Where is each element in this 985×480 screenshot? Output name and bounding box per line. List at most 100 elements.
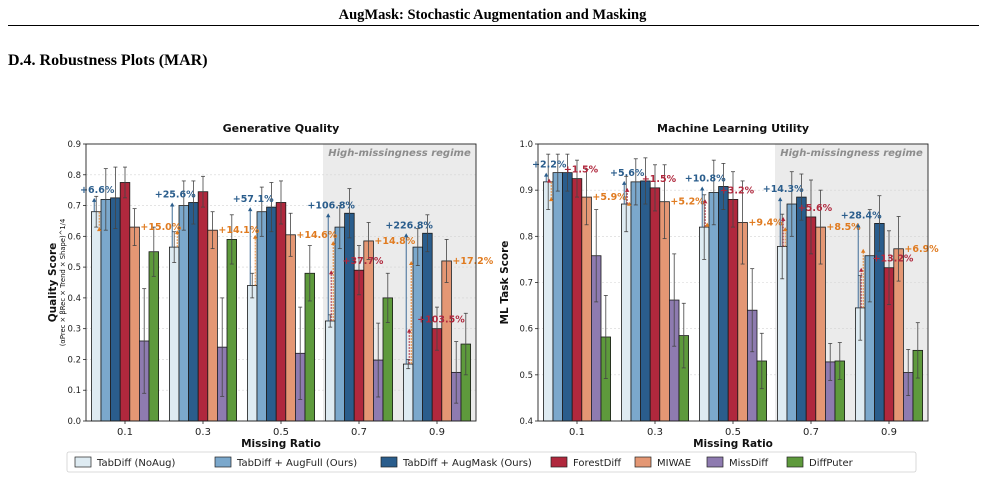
x-tick-label: 0.9 (429, 427, 445, 438)
bar (119, 182, 131, 422)
y-tick-label: 0.1 (67, 386, 81, 396)
gain-label-red: +1.5% (564, 165, 599, 176)
bar (562, 172, 573, 422)
y-tick-label: 0.5 (67, 263, 81, 273)
gain-arrowhead-orange (549, 197, 554, 202)
gain-label-red: +5.6% (798, 203, 833, 214)
bar (188, 202, 199, 422)
gain-arrowhead-orange (253, 234, 258, 239)
gain-label-red: +3.2% (720, 185, 755, 196)
bar (91, 211, 102, 422)
bar (285, 234, 296, 422)
y-tick-label: 0.5 (519, 371, 533, 381)
gain-label-orange: +14.6% (296, 230, 337, 241)
x-tick-label: 0.1 (569, 427, 585, 438)
robustness-figure: High-missingness regime +6.6% +15.0% +25.6%… (47, 122, 939, 473)
y-tick-label: 0.6 (67, 232, 81, 242)
y-tick-label: 0.4 (519, 417, 533, 427)
bar (178, 205, 190, 422)
gain-label-blue: +25.6% (155, 189, 196, 200)
y-tick-label: 0.3 (67, 325, 81, 335)
bar (630, 181, 642, 422)
gain-arrowhead-red (781, 216, 786, 221)
legend-label: DiffPuter (809, 458, 854, 469)
bar (256, 211, 268, 422)
gain-label-blue: +10.8% (685, 173, 726, 184)
gain-arrowhead-orange (331, 240, 336, 245)
legend-swatch (380, 456, 398, 468)
gain-label-blue: +5.6% (610, 168, 645, 179)
x-tick-label: 0.3 (647, 427, 663, 438)
bar (718, 186, 729, 422)
y-tick-label: 0.7 (67, 202, 81, 212)
bar (324, 320, 336, 422)
gain-label-blue: +106.8% (307, 200, 355, 211)
gain-arrowhead-blue (326, 213, 331, 218)
gain-label-red: +1.5% (642, 174, 677, 185)
y-axis-sublabel: (αPrec × βRec × Trend × Shape)^1/4 (59, 219, 67, 347)
legend-label: TabDiff (NoAug) (96, 458, 176, 469)
bar (148, 251, 160, 422)
gain-arrowhead-blue (856, 223, 861, 228)
bar (796, 196, 807, 422)
legend-swatch (550, 456, 568, 468)
legend-swatch (706, 456, 724, 468)
y-tick-label: 0.0 (67, 417, 81, 427)
bar (110, 197, 121, 422)
x-axis-label: Missing Ratio (693, 438, 773, 450)
gain-arrowhead-red (407, 328, 412, 333)
legend-label: TabDiff + AugMask (Ours) (402, 458, 532, 469)
bar (640, 180, 651, 422)
chart-title: Machine Learning Utility (657, 122, 809, 135)
gain-label-orange: +17.2% (452, 256, 493, 267)
chart-title: Generative Quality (223, 122, 340, 135)
legend-label: MissDiff (729, 458, 769, 469)
legend-swatch (214, 456, 232, 468)
gain-arrowhead-orange (705, 222, 710, 227)
y-tick-label: 0.8 (67, 171, 81, 181)
gain-label-blue: +14.3% (763, 184, 804, 195)
gain-label-orange: +9.4% (748, 217, 783, 228)
legend-label: MIWAE (657, 458, 691, 469)
bar (708, 192, 720, 422)
legend-box (66, 451, 917, 473)
gain-arrowhead-orange (409, 260, 414, 265)
bar (129, 226, 140, 422)
x-tick-label: 0.3 (195, 427, 211, 438)
bar (621, 203, 632, 422)
x-tick-label: 0.7 (351, 427, 367, 438)
gain-arrowhead-red (703, 199, 708, 204)
bar (197, 191, 209, 422)
x-tick-label: 0.1 (117, 427, 133, 438)
bar (727, 199, 739, 422)
y-axis-label: Quality Score (47, 243, 59, 323)
y-tick-label: 0.2 (67, 355, 81, 365)
gain-label-red: +13.2% (873, 254, 914, 265)
bar (402, 363, 414, 422)
gain-label-red: +103.5% (417, 315, 465, 326)
gain-arrowhead-orange (97, 227, 102, 232)
gain-arrowhead-orange (783, 227, 788, 232)
x-tick-label: 0.7 (803, 427, 819, 438)
bar (168, 246, 180, 422)
gain-label-orange: +6.9% (904, 244, 939, 255)
legend-swatch (786, 456, 804, 468)
gain-label-blue: +2.2% (532, 160, 567, 171)
bar (226, 239, 238, 422)
bar (344, 212, 355, 422)
gain-label-blue: +28.4% (841, 210, 882, 221)
gain-label-orange: +14.1% (218, 225, 259, 236)
x-axis-label: Missing Ratio (241, 438, 321, 450)
y-tick-label: 1.0 (519, 140, 533, 150)
legend-label: ForestDiff (573, 458, 622, 469)
bar (266, 206, 277, 422)
gain-arrowhead-orange (861, 248, 866, 253)
gain-arrowhead-blue (170, 202, 175, 207)
regime-label: High-missingness regime (780, 148, 923, 159)
gain-label-orange: +5.9% (592, 192, 627, 203)
bar (207, 229, 218, 422)
gain-arrowhead-orange (627, 201, 632, 206)
gain-label-orange: +8.5% (826, 222, 861, 233)
bar (412, 246, 424, 422)
gain-arrowhead-red (859, 267, 864, 272)
